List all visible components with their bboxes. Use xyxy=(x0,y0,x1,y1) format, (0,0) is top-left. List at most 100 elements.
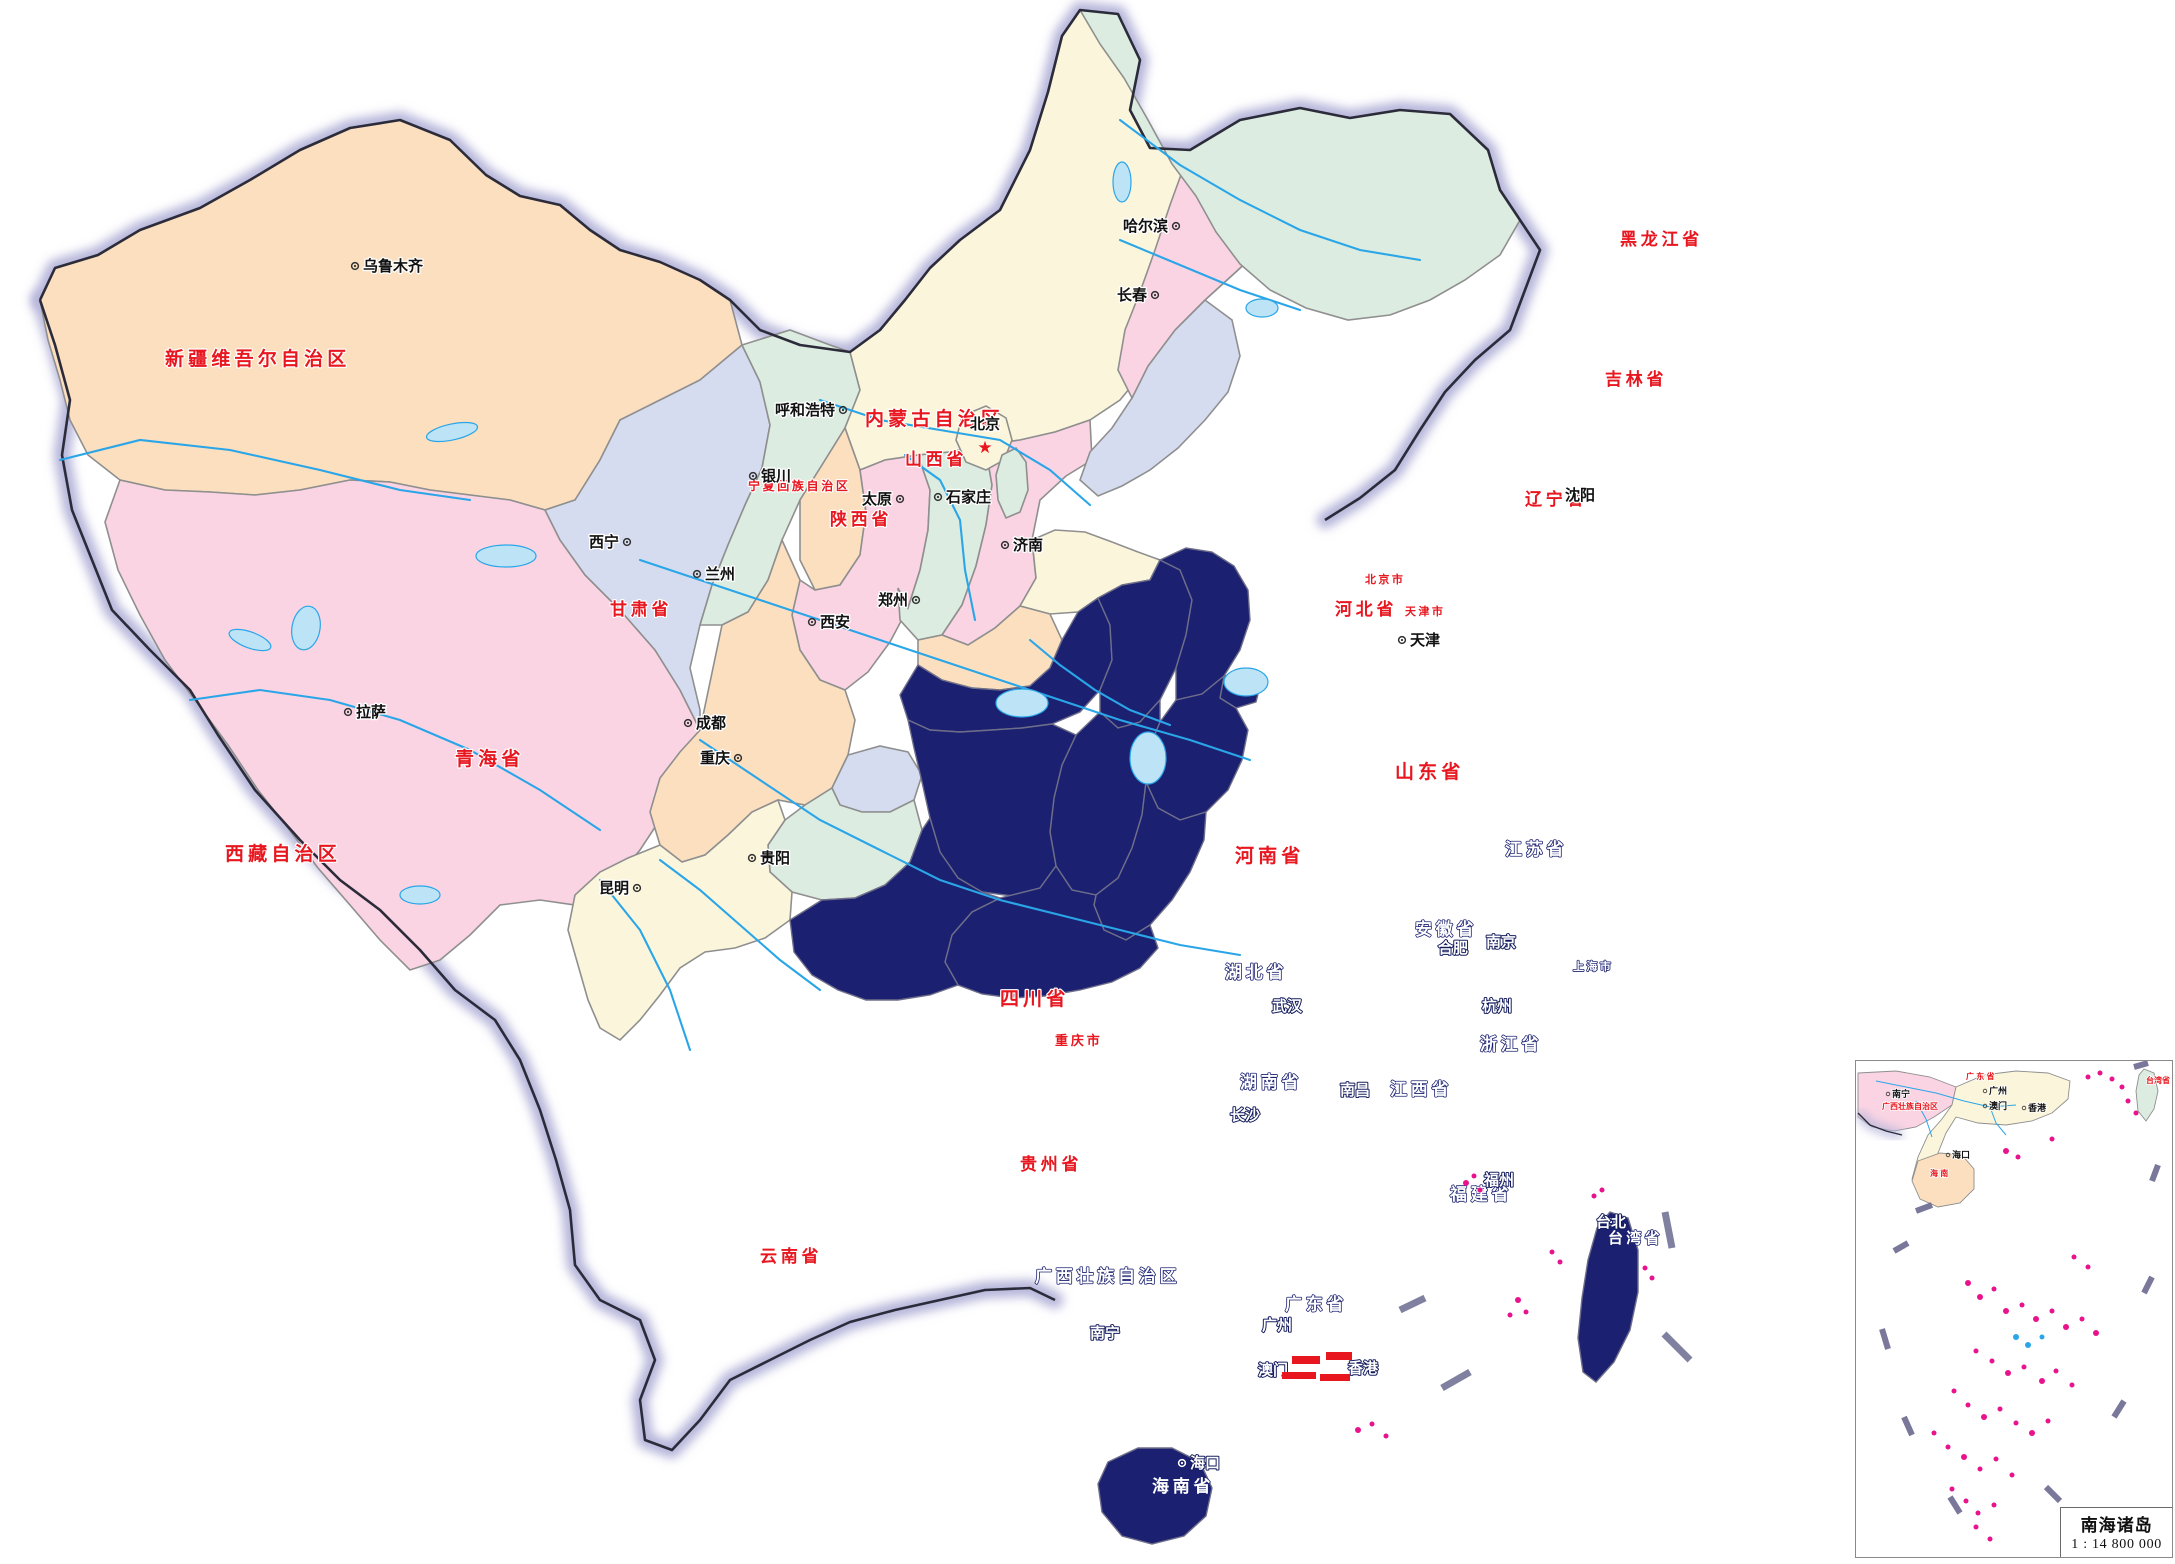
city-22[interactable]: 南京 xyxy=(1473,932,1517,952)
province-label-7: 山西省 xyxy=(905,449,967,469)
city-14[interactable]: 长春 xyxy=(1116,285,1160,305)
city-0[interactable]: 乌鲁木齐 xyxy=(350,256,425,276)
city-1[interactable]: 拉萨 xyxy=(343,702,387,722)
city-marker-icon xyxy=(807,617,817,627)
province-label-26: 湖南省 xyxy=(1240,1072,1302,1092)
south-china-sea-inset[interactable]: 广 东 省广西壮族自治区海 南 台湾省 南宁 广州 澳门 香港 海口 南海诸岛 1 : 14… xyxy=(1855,1060,2173,1558)
city-marker-icon xyxy=(1305,1001,1315,1011)
city-30[interactable]: 台北 xyxy=(1595,1212,1627,1232)
city-6[interactable]: 西安 xyxy=(807,612,851,632)
city-25[interactable]: 长沙 xyxy=(1229,1105,1273,1125)
city-label: 西宁 xyxy=(589,533,619,551)
city-marker-dot-icon xyxy=(841,408,845,412)
city-marker-icon xyxy=(1397,635,1407,645)
inset-province-label-1: 广西壮族自治区 xyxy=(1882,1101,1938,1111)
city-10[interactable]: 济南 xyxy=(1000,535,1044,555)
inset-scale-text: 1 : 14 800 000 xyxy=(2071,1537,2162,1552)
city-marker-dot-icon xyxy=(1609,1220,1613,1224)
capital-star-icon: ★ xyxy=(977,438,992,457)
province-hainan[interactable] xyxy=(1097,1447,1213,1545)
city-26[interactable]: 福州 xyxy=(1482,1170,1527,1190)
province-label-16: 四川省 xyxy=(1000,988,1070,1010)
city-label: 台北 xyxy=(1596,1213,1626,1231)
inset-city-marker-icon xyxy=(1885,1091,1891,1097)
city-label: 银川 xyxy=(761,467,791,485)
province-yunnan[interactable] xyxy=(567,798,793,1042)
city-29[interactable]: 海口 xyxy=(1177,1453,1221,1473)
inset-city-label-0: 南宁 xyxy=(1892,1088,1910,1099)
province-label-10: 天津市 xyxy=(1405,604,1445,618)
province-tibet[interactable] xyxy=(104,479,701,971)
city-marker-dot-icon xyxy=(751,474,755,478)
city-label: 长沙 xyxy=(1230,1106,1260,1124)
city-marker-icon xyxy=(1575,490,1585,500)
inset-province-hainan xyxy=(1911,1152,1975,1208)
lakes-layer xyxy=(228,161,1279,905)
city-marker-icon xyxy=(1295,1320,1305,1330)
city-marker-icon xyxy=(838,405,848,415)
city-8[interactable]: 石家庄 xyxy=(933,487,992,507)
city-3[interactable]: 兰州 xyxy=(692,564,736,584)
city-16[interactable]: 成都 xyxy=(683,713,727,733)
city-11[interactable]: ★ 北京 xyxy=(969,414,1002,457)
city-18[interactable]: 贵阳 xyxy=(747,848,791,868)
city-21[interactable]: 合肥 xyxy=(1425,938,1469,958)
inset-city-label-3: 香港 xyxy=(2027,1102,2047,1113)
city-20[interactable]: 武汉 xyxy=(1271,996,1315,1016)
city-marker-icon xyxy=(1473,937,1483,947)
city-marker-dot-icon xyxy=(1103,1331,1107,1335)
city-label: 西安 xyxy=(820,613,850,631)
city-label: 武汉 xyxy=(1272,997,1303,1015)
city-23[interactable]: 杭州 xyxy=(1481,996,1525,1016)
city-label: 南宁 xyxy=(1090,1324,1120,1342)
city-marker-icon xyxy=(748,471,758,481)
city-24[interactable]: 南昌 xyxy=(1339,1080,1383,1100)
inset-city-marker-icon xyxy=(1982,1103,1988,1109)
city-32[interactable]: 香港 xyxy=(1335,1358,1380,1378)
city-4[interactable]: 银川 xyxy=(748,466,792,486)
province-liaoning[interactable] xyxy=(1079,298,1241,497)
city-marker-dot-icon xyxy=(750,856,754,860)
inset-city-label-1: 广州 xyxy=(1989,1085,2007,1096)
province-anhui[interactable] xyxy=(1097,559,1193,729)
city-31[interactable]: 澳门 xyxy=(1257,1360,1301,1380)
city-marker-icon xyxy=(911,595,921,605)
city-label: 兰州 xyxy=(705,565,735,583)
city-7[interactable]: 太原 xyxy=(861,489,905,509)
city-marker-dot-icon xyxy=(1308,1004,1312,1008)
city-marker-dot-icon xyxy=(635,886,639,890)
inset-city-marker-icon xyxy=(2021,1105,2027,1111)
city-9[interactable]: 郑州 xyxy=(877,590,921,610)
province-label-24: 浙江省 xyxy=(1480,1034,1542,1054)
city-2[interactable]: 西宁 xyxy=(588,532,632,552)
province-label-8: 河北省 xyxy=(1335,599,1397,619)
province-label-18: 贵州省 xyxy=(1020,1154,1082,1174)
city-label: 乌鲁木齐 xyxy=(363,257,424,275)
city-5[interactable]: 呼和浩特 xyxy=(774,400,848,420)
city-17[interactable]: 重庆 xyxy=(699,748,743,768)
city-marker-dot-icon xyxy=(1400,638,1404,642)
city-28[interactable]: 南宁 xyxy=(1089,1323,1121,1343)
province-label-9: 北京市 xyxy=(1365,572,1405,586)
inset-city-marker-icon xyxy=(1982,1088,1988,1094)
province-taiwan[interactable] xyxy=(1577,1211,1639,1383)
city-13[interactable]: 沈阳 xyxy=(1564,485,1597,506)
province-label-19: 云南省 xyxy=(760,1246,822,1266)
province-label-14: 吉林省 xyxy=(1605,369,1667,389)
city-marker-dot-icon xyxy=(914,598,918,602)
city-15[interactable]: 哈尔滨 xyxy=(1122,216,1181,236)
inset-province-guangdong xyxy=(1911,1070,2071,1190)
city-12[interactable]: 天津 xyxy=(1397,630,1441,650)
city-27[interactable]: 广州 xyxy=(1261,1315,1305,1335)
city-marker-dot-icon xyxy=(1338,1366,1342,1370)
city-marker-icon xyxy=(1515,1001,1525,1011)
province-guangxi[interactable] xyxy=(789,816,1002,1001)
province-label-6: 陕西省 xyxy=(830,509,892,529)
city-label: 哈尔滨 xyxy=(1123,217,1168,235)
city-marker-icon xyxy=(343,707,353,717)
city-19[interactable]: 昆明 xyxy=(598,879,642,898)
province-label-22: 江苏省 xyxy=(1505,839,1567,859)
city-marker-dot-icon xyxy=(1003,543,1007,547)
